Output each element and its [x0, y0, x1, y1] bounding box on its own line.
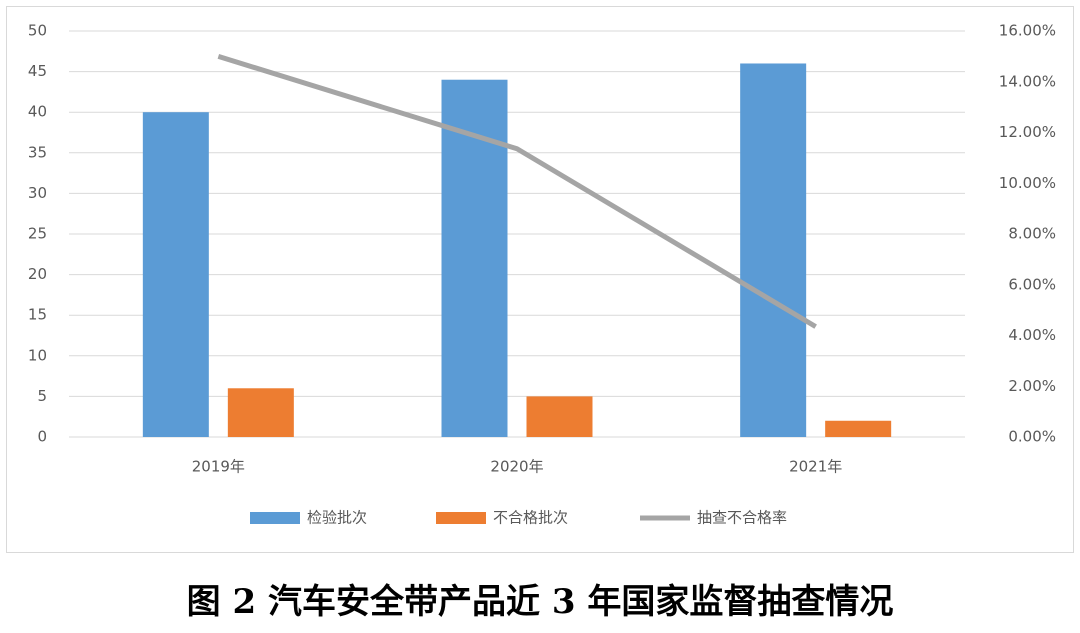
y2-tick-label: 8.00%	[1008, 225, 1056, 243]
x-tick-label: 2019年	[192, 458, 245, 476]
legend-label: 检验批次	[307, 509, 367, 527]
chart-title: 图 2 汽车安全带产品近 3 年国家监督抽查情况	[187, 582, 894, 622]
y2-tick-label: 0.00%	[1008, 428, 1056, 446]
y2-tick-label: 4.00%	[1008, 326, 1056, 344]
bar	[740, 63, 807, 437]
y-tick-label: 30	[28, 184, 47, 202]
y2-tick-label: 6.00%	[1008, 275, 1056, 293]
x-tick-label: 2021年	[789, 458, 842, 476]
y-tick-label: 10	[28, 346, 47, 364]
y-tick-label: 50	[28, 22, 47, 40]
bar	[526, 396, 593, 437]
y2-tick-label: 16.00%	[999, 22, 1056, 40]
bar	[142, 112, 209, 437]
line	[217, 53, 817, 329]
x-tick-label: 2020年	[490, 458, 543, 476]
y-tick-label: 5	[37, 387, 47, 405]
y2-tick-label: 10.00%	[999, 174, 1056, 192]
bar	[441, 79, 508, 437]
y-tick-label: 20	[28, 265, 47, 283]
legend-swatch	[250, 512, 300, 524]
y2-tick-label: 12.00%	[999, 123, 1056, 141]
y-tick-label: 15	[28, 306, 47, 324]
bar	[227, 388, 294, 437]
y-tick-label: 0	[37, 428, 47, 446]
y-tick-label: 25	[28, 225, 47, 243]
y2-tick-label: 2.00%	[1008, 377, 1056, 395]
legend-swatch	[436, 512, 486, 524]
y2-tick-label: 14.00%	[999, 72, 1056, 90]
bar	[825, 420, 892, 437]
y-tick-label: 40	[28, 103, 47, 121]
legend-label: 抽查不合格率	[697, 509, 787, 527]
legend-label: 不合格批次	[493, 509, 568, 527]
y-tick-label: 35	[28, 143, 47, 161]
y-tick-label: 45	[28, 62, 47, 80]
